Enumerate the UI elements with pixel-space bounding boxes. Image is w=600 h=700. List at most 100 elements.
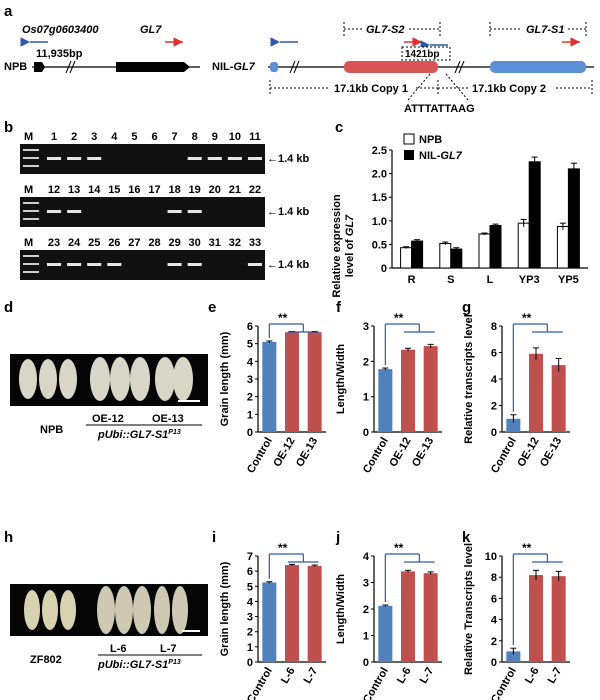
chart-e-xtick-label: OE-13 bbox=[294, 436, 320, 470]
chart-i-bar bbox=[307, 565, 322, 662]
gel-ladder-band bbox=[23, 149, 39, 151]
chart-c-xtick-label: YP5 bbox=[558, 274, 579, 286]
legend-npb-swatch bbox=[403, 133, 415, 145]
rice-grain bbox=[155, 357, 175, 401]
gel-band bbox=[167, 263, 182, 266]
svg-text:Relative expression: Relative expression bbox=[331, 194, 343, 298]
gel-ladder-band bbox=[23, 210, 39, 212]
chart-g-xtick-label: Control bbox=[489, 436, 519, 476]
chart-c-bar bbox=[489, 225, 502, 269]
rice-grain bbox=[154, 586, 170, 634]
gel-lane-label: 25 bbox=[88, 237, 100, 249]
chart-g-bar bbox=[551, 365, 566, 432]
gel-lane-label: 20 bbox=[209, 184, 221, 196]
gl7-s1-label: GL7-S1 bbox=[526, 24, 565, 36]
chart-k-xtick-label: Control bbox=[489, 666, 519, 700]
chart-e-sig-label: ** bbox=[278, 311, 288, 325]
gel-band bbox=[207, 157, 222, 160]
chart-i-bar bbox=[262, 582, 277, 662]
chart-c-ylabel: Relative expression level of GL7 bbox=[331, 194, 356, 298]
panel-label-h: h bbox=[4, 529, 13, 546]
panel-label-d: d bbox=[4, 299, 13, 316]
chart-e-ytick-label: 3 bbox=[247, 374, 253, 386]
gel-lane-label: 7 bbox=[172, 131, 178, 143]
gel-ladder-band bbox=[23, 271, 39, 273]
chart-e-bar bbox=[285, 332, 299, 432]
gel-band bbox=[87, 263, 102, 266]
gel-lane-label: 8 bbox=[192, 131, 198, 143]
legend-nil-label: NIL-GL7 bbox=[419, 150, 463, 162]
gel-band bbox=[67, 263, 82, 266]
chart-e-ylabel: Grain length (mm) bbox=[219, 331, 231, 426]
gel-lane-label: 15 bbox=[108, 184, 120, 196]
chart-g-ytick-label: 8 bbox=[491, 321, 497, 333]
chart-e-xtick-label: OE-12 bbox=[271, 436, 297, 470]
gel-lane-label: 3 bbox=[91, 131, 97, 143]
panel-label-e: e bbox=[208, 299, 216, 316]
chart-k-ytick-label: 2 bbox=[491, 636, 497, 648]
gel-lane-label: 4 bbox=[111, 131, 118, 143]
chart-c-ytick-label: 1.0 bbox=[372, 216, 387, 228]
chart-i-ytick-label: 4 bbox=[247, 596, 254, 608]
chart-c-ytick-label: 0 bbox=[381, 263, 387, 275]
chart-i-sig-label: ** bbox=[278, 541, 288, 555]
sample-oe12: OE-12 bbox=[92, 413, 124, 425]
chart-j-bar bbox=[423, 573, 438, 662]
chart-f-ytick-label: 1 bbox=[363, 392, 369, 404]
gel-lane-label: 17 bbox=[148, 184, 160, 196]
rice-grain bbox=[90, 357, 110, 401]
gel-band bbox=[67, 157, 82, 160]
chart-f-bar bbox=[378, 369, 393, 432]
chart-k-ylabel: Relative Transcripts level bbox=[463, 543, 475, 675]
panel-label-f: f bbox=[336, 299, 342, 316]
gel-ladder-band bbox=[23, 218, 39, 220]
sample-zf802: ZF802 bbox=[30, 654, 62, 666]
gel-ladder-band bbox=[23, 157, 39, 159]
chart-f-bar bbox=[423, 346, 438, 432]
rice-grain bbox=[133, 586, 151, 634]
panel-c: c Relative expression level of GL7 0 0.5 1… bbox=[331, 119, 588, 298]
panel-label-k: k bbox=[462, 529, 471, 546]
chart-e-ytick-label: 2 bbox=[247, 392, 253, 404]
gel-lane-label: 24 bbox=[68, 237, 81, 249]
gel-band bbox=[47, 210, 62, 213]
gel-ladder-band bbox=[23, 263, 39, 265]
gel-band bbox=[167, 210, 182, 213]
gel-lane-label: 23 bbox=[48, 237, 60, 249]
gel-lane-label: 27 bbox=[128, 237, 140, 249]
chart-f-bar bbox=[401, 349, 415, 432]
gel-band bbox=[187, 210, 202, 213]
chart-i-bar bbox=[285, 565, 299, 662]
gel-lane-label: 5 bbox=[131, 131, 137, 143]
chart-f-ytick-label: 2 bbox=[363, 356, 369, 368]
chart-c-xtick-label: R bbox=[408, 274, 416, 286]
gel-band bbox=[107, 263, 122, 266]
gel-lane-label: 10 bbox=[229, 131, 241, 143]
chart-c-bar bbox=[528, 161, 541, 269]
gel-lane-label: 30 bbox=[189, 237, 201, 249]
panel-d: d NPB OE-12 OE-13 pUbi::GL7-S1P13 bbox=[4, 299, 208, 441]
chart-i-ytick-label: 7 bbox=[247, 551, 253, 563]
chart-f-sig-label: ** bbox=[394, 311, 404, 325]
chart-j-ytick-label: 3 bbox=[363, 578, 369, 590]
chart-j-bar bbox=[378, 605, 393, 662]
sample-l7: L-7 bbox=[160, 643, 177, 655]
gel-lane-label: 14 bbox=[88, 184, 101, 196]
chart-c-bar bbox=[400, 247, 413, 269]
chart-c-bar bbox=[517, 222, 530, 269]
rice-grain bbox=[110, 357, 130, 401]
size-1421-box bbox=[401, 46, 451, 61]
chart-f-ytick-label: 3 bbox=[363, 321, 369, 333]
gel-lane-label: 31 bbox=[209, 237, 221, 249]
scale-bar-h bbox=[182, 630, 200, 632]
gel-marker-label: M bbox=[24, 184, 33, 196]
gel-size-label: ←1.4 kb bbox=[267, 206, 309, 218]
chart-c-xtick-label: L bbox=[487, 274, 494, 286]
gl7-s2-label: GL7-S2 bbox=[366, 24, 405, 36]
chart-j-xtick-label: L-7 bbox=[418, 666, 437, 686]
rice-grain bbox=[60, 590, 76, 630]
chart-g-ytick-label: 0 bbox=[491, 427, 497, 439]
chart-c-xtick-label: YP3 bbox=[519, 274, 540, 286]
gel-lane-label: 22 bbox=[249, 184, 261, 196]
chart-k-ytick-label: 8 bbox=[491, 572, 497, 584]
